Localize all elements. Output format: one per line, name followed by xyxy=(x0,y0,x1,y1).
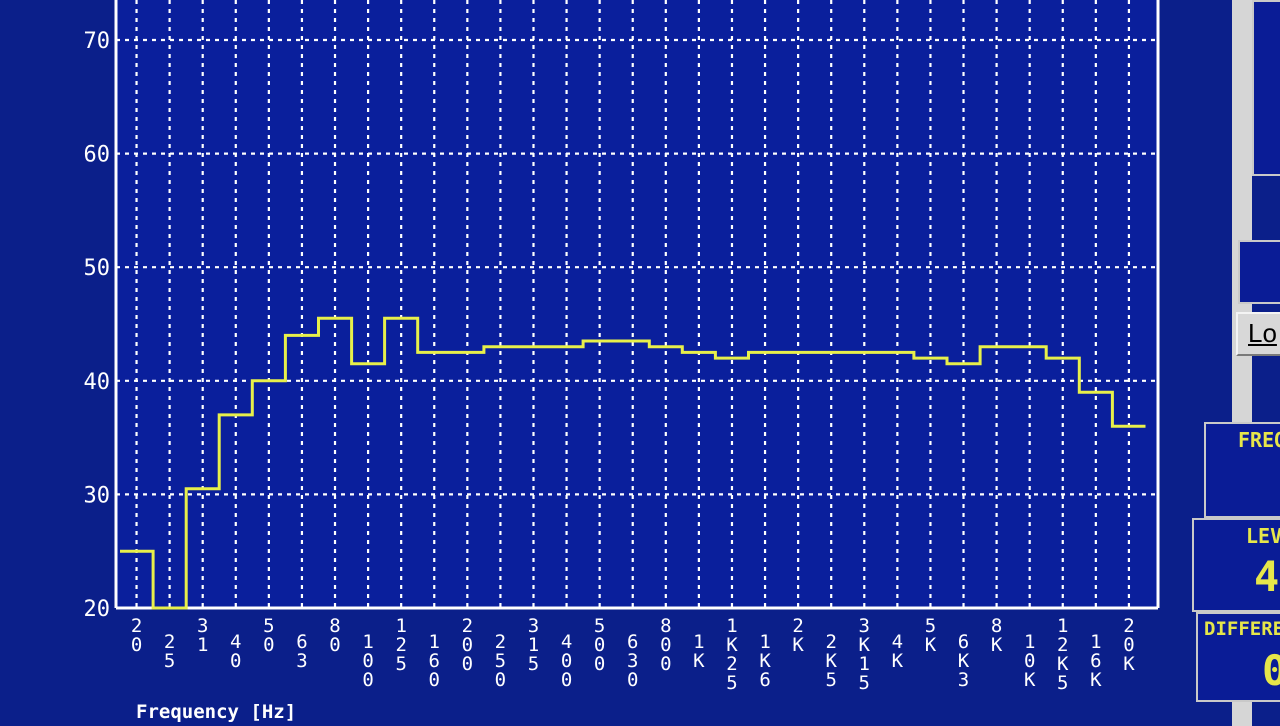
load-button[interactable]: Lo xyxy=(1236,312,1280,356)
y-tick-label-70: 70 xyxy=(84,29,111,54)
y-tick-label-30: 30 xyxy=(84,483,111,508)
level-label: LEV xyxy=(1246,524,1280,548)
plot-background xyxy=(116,0,1158,608)
plot-axes xyxy=(114,0,1160,610)
difference-label: DIFFERE xyxy=(1204,618,1280,640)
y-tick-label-20: 20 xyxy=(84,597,111,622)
plot-area xyxy=(116,0,1158,608)
spectrum-trace xyxy=(120,316,1146,610)
level-panel: LEV 4 xyxy=(1192,518,1280,612)
x-tick-labels: 2 0 2 5 3 1 4 0 5 0 6 3 8 0 1 0 0 1 2 5 1 6 0 2 0 0 2 5 0 3 1 5 4 0 0 5 0 0 6 3… xyxy=(131,615,1135,694)
difference-value: 0 xyxy=(1262,646,1280,695)
display-panel xyxy=(1238,240,1280,304)
grid-lines xyxy=(116,0,1158,608)
difference-panel: DIFFERE 0 xyxy=(1196,612,1280,702)
level-value: 4 xyxy=(1254,552,1280,601)
frequency-panel: FREQ xyxy=(1204,422,1280,518)
spectrum-step-line xyxy=(120,316,1146,610)
y-tick-label-40: 40 xyxy=(84,370,111,395)
x-axis-label: Frequency [Hz] xyxy=(136,701,296,723)
y-tick-label-50: 50 xyxy=(84,256,111,281)
frequency-label: FREQ xyxy=(1238,428,1280,452)
y-tick-labels: 20 30 40 50 60 70 xyxy=(84,29,111,622)
top-right-panel xyxy=(1252,0,1280,176)
y-tick-label-60: 60 xyxy=(84,143,111,168)
